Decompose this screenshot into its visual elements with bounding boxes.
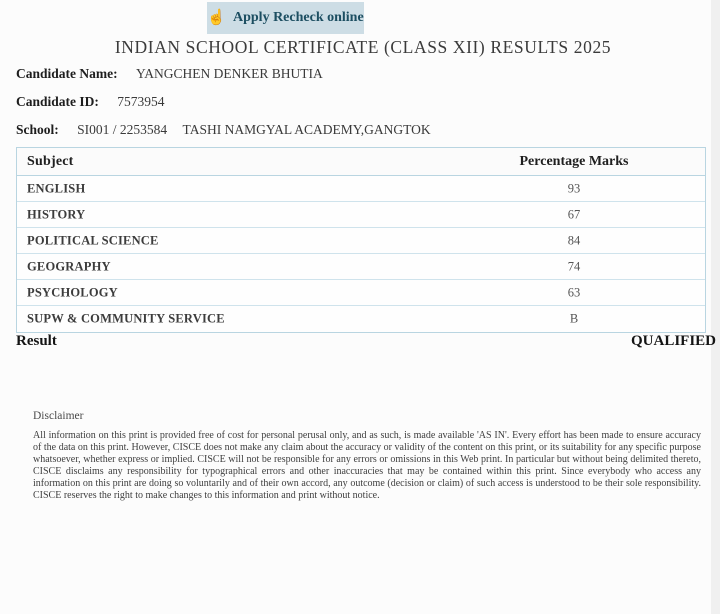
result-label: Result — [16, 333, 57, 349]
apply-recheck-button[interactable]: ☝ Apply Recheck online — [207, 2, 364, 34]
subject-cell: ENGLISH — [27, 181, 86, 195]
disclaimer-heading: Disclaimer — [33, 410, 84, 422]
table-row: GEOGRAPHY 74 — [17, 254, 705, 280]
right-gutter — [711, 0, 720, 614]
subject-column-header: Subject — [27, 153, 74, 169]
apply-recheck-label: Apply Recheck online — [233, 10, 364, 25]
disclaimer-body: All information on this print is provide… — [33, 430, 701, 502]
pointing-hand-icon: ☝ — [207, 9, 226, 26]
table-row: HISTORY 67 — [17, 202, 705, 228]
marks-column-header: Percentage Marks — [519, 153, 629, 169]
result-status-value: QUALIFIED — [630, 333, 716, 349]
marks-cell: 67 — [567, 207, 581, 221]
marks-cell: 74 — [567, 259, 581, 273]
school-name: TASHI NAMGYAL ACADEMY,GANGTOK — [182, 122, 431, 137]
candidate-name-label: Candidate Name: — [16, 66, 118, 81]
candidate-id-value: 7573954 — [117, 94, 165, 109]
subject-cell: SUPW & COMMUNITY SERVICE — [27, 311, 225, 326]
results-table: Subject Percentage Marks ENGLISH 93 HIST… — [16, 147, 706, 333]
subject-cell: HISTORY — [27, 207, 86, 221]
marks-cell: 93 — [567, 181, 581, 195]
table-row: POLITICAL SCIENCE 84 — [17, 228, 705, 254]
marks-cell: B — [569, 311, 579, 326]
page-title: INDIAN SCHOOL CERTIFICATE (CLASS XII) RE… — [114, 37, 612, 57]
result-line: Result QUALIFIED — [16, 333, 716, 350]
marks-cell: 63 — [567, 285, 581, 299]
school-line: School: SI001 / 2253584 TASHI NAMGYAL AC… — [16, 122, 431, 138]
subject-cell: PSYCHOLOGY — [27, 285, 118, 299]
candidate-name-line: Candidate Name: YANGCHEN DENKER BHUTIA — [16, 66, 323, 82]
subject-cell: POLITICAL SCIENCE — [27, 233, 159, 247]
candidate-id-line: Candidate ID: 7573954 — [16, 94, 165, 110]
school-code: SI001 / 2253584 — [77, 122, 168, 137]
table-row: SUPW & COMMUNITY SERVICE B — [17, 306, 705, 332]
table-row: ENGLISH 93 — [17, 176, 705, 202]
school-label: School: — [16, 122, 59, 137]
subject-cell: GEOGRAPHY — [27, 259, 111, 273]
candidate-name-value: YANGCHEN DENKER BHUTIA — [136, 66, 323, 81]
table-row: PSYCHOLOGY 63 — [17, 280, 705, 306]
candidate-id-label: Candidate ID: — [16, 94, 99, 109]
table-header-row: Subject Percentage Marks — [17, 148, 705, 176]
marks-cell: 84 — [567, 233, 581, 247]
